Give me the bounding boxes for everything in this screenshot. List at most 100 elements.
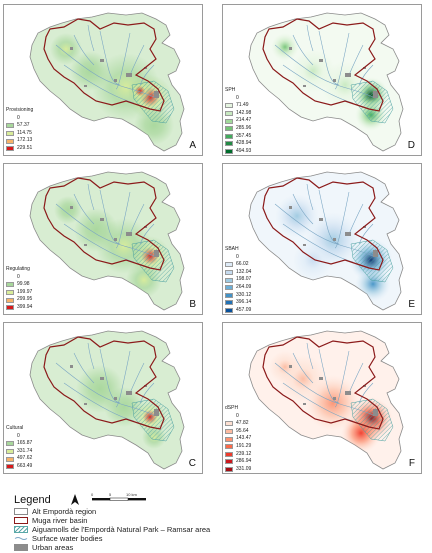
urban-area bbox=[289, 47, 292, 50]
legend-item-basin: Muga river basin bbox=[14, 516, 314, 526]
legend-item-label: Aiguamolls de l'Empordà Natural Park – R… bbox=[32, 525, 211, 534]
river-line bbox=[87, 342, 95, 370]
legend-class-label: 264.09 bbox=[236, 283, 252, 290]
color-swatch bbox=[225, 467, 233, 473]
river-line bbox=[129, 203, 145, 235]
legend-sbah: SBAH 0 66.02 132.04 198.07 264.09 330.12 396.14… bbox=[225, 246, 252, 315]
color-swatch bbox=[6, 464, 14, 470]
muga-basin-outline bbox=[43, 336, 165, 430]
legend-class: 172.13 bbox=[6, 137, 33, 145]
river-line bbox=[306, 183, 314, 211]
urban-area bbox=[345, 73, 351, 77]
urban-area bbox=[303, 403, 306, 405]
legend-class-label: 229.51 bbox=[17, 144, 33, 151]
legend-class-label: 71.49 bbox=[236, 102, 249, 109]
legend-class: 57.37 bbox=[6, 122, 33, 130]
urban-area bbox=[319, 377, 323, 380]
legend-class: 331.09 bbox=[225, 466, 251, 473]
urban-area bbox=[126, 73, 132, 77]
region-outline-icon bbox=[14, 508, 28, 515]
legend-class: 0 bbox=[225, 413, 251, 421]
color-swatch bbox=[6, 123, 14, 129]
legend-class: 0 bbox=[225, 95, 251, 103]
color-swatch bbox=[6, 138, 14, 144]
river-line bbox=[282, 382, 354, 422]
panel-letter: E bbox=[408, 299, 415, 310]
legend-item-label: Surface water bodies bbox=[32, 534, 103, 543]
color-swatch bbox=[225, 444, 233, 450]
river-line bbox=[358, 382, 374, 404]
color-swatch bbox=[225, 414, 233, 419]
river-line bbox=[129, 362, 145, 394]
legend-class: 357.45 bbox=[225, 133, 251, 141]
ramsar-area bbox=[350, 239, 394, 283]
color-swatch bbox=[225, 308, 233, 314]
panel-letter: A bbox=[189, 140, 196, 151]
river-line bbox=[334, 350, 350, 408]
river-line bbox=[63, 64, 135, 104]
color-swatch bbox=[225, 270, 233, 276]
urban-area bbox=[303, 85, 306, 87]
urban-area bbox=[319, 59, 323, 62]
legend-class: 428.94 bbox=[225, 140, 251, 148]
water-line-icon bbox=[14, 537, 28, 540]
color-swatch bbox=[225, 300, 233, 306]
map-c bbox=[29, 330, 185, 470]
legend-item-label: Muga river basin bbox=[32, 516, 88, 525]
scale-label-10km: 10 km bbox=[126, 492, 137, 497]
legend-class-label: 165.87 bbox=[17, 440, 33, 447]
scale-bar-graphic bbox=[92, 497, 146, 501]
urban-area bbox=[84, 244, 87, 246]
legend-class: 396.14 bbox=[225, 299, 251, 307]
legend-class: 199.97 bbox=[6, 289, 32, 297]
color-swatch bbox=[225, 126, 233, 132]
river-line bbox=[318, 348, 340, 404]
legend-class-label: 497.62 bbox=[17, 455, 33, 462]
legend-class-label: 95.64 bbox=[236, 427, 249, 434]
river-line bbox=[99, 30, 121, 86]
color-swatch bbox=[225, 103, 233, 109]
legend-sph: SPH 0 71.49 142.98 214.47 285.96 357.45 428.94 4… bbox=[225, 87, 252, 155]
color-swatch bbox=[225, 292, 233, 298]
urban-fill-icon bbox=[14, 544, 28, 551]
urban-area bbox=[100, 59, 104, 62]
color-swatch bbox=[225, 149, 233, 155]
legend-class: 399.94 bbox=[6, 304, 32, 312]
urban-area bbox=[114, 79, 117, 82]
panel-letter: F bbox=[408, 458, 415, 469]
legend-class: 457.09 bbox=[225, 307, 251, 314]
map-a bbox=[29, 12, 185, 152]
color-swatch bbox=[6, 456, 14, 462]
river-line bbox=[63, 382, 135, 422]
legend-class: 0 bbox=[6, 274, 32, 282]
color-swatch bbox=[6, 275, 14, 280]
legend-class: 95.64 bbox=[225, 428, 251, 436]
color-swatch bbox=[225, 118, 233, 124]
muga-basin-outline bbox=[43, 177, 165, 271]
urban-area bbox=[333, 397, 336, 400]
river-line bbox=[292, 352, 314, 384]
color-swatch bbox=[225, 429, 233, 435]
legend-class: 114.75 bbox=[6, 130, 33, 138]
legend-class: 239.12 bbox=[225, 451, 251, 459]
river-line bbox=[306, 24, 314, 52]
urban-area bbox=[154, 409, 159, 416]
urban-area bbox=[84, 403, 87, 405]
urban-area bbox=[154, 250, 159, 257]
panel-letter: D bbox=[407, 140, 415, 151]
value-hotspot bbox=[275, 194, 319, 238]
legend-class-label: 494.93 bbox=[236, 147, 252, 154]
map-panel-e: SBAH 0 66.02 132.04 198.07 264.09 330.12 396.14… bbox=[222, 163, 422, 315]
urban-area bbox=[319, 218, 323, 221]
legend-class: 165.87 bbox=[6, 440, 32, 448]
color-swatch bbox=[225, 277, 233, 283]
muga-basin-outline bbox=[262, 18, 384, 112]
legend-class: 0 bbox=[6, 115, 33, 123]
color-swatch bbox=[225, 96, 233, 101]
legend-class-label: 286.94 bbox=[236, 458, 252, 465]
river-line bbox=[292, 34, 314, 66]
color-swatch bbox=[225, 133, 233, 139]
legend-class: 0 bbox=[225, 254, 251, 262]
urban-area bbox=[70, 47, 73, 50]
legend-class-label: 507.87 bbox=[236, 314, 251, 315]
